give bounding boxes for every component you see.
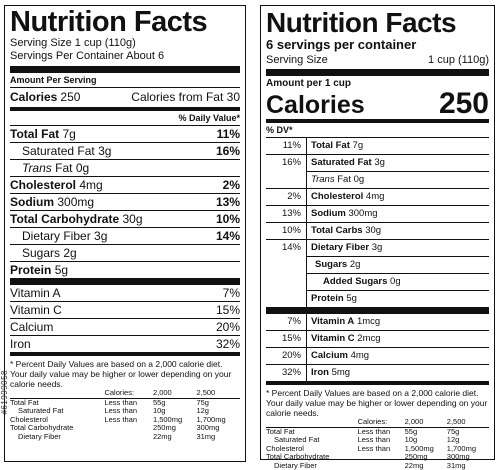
vitamin-row: 32% Iron 5mg xyxy=(266,364,489,381)
nutrient-row: Total Fat 7g 11% xyxy=(10,125,240,141)
servings-per-container: 6 servings per container xyxy=(266,37,417,52)
daily-values-table: Calories: 2,000 2,500 Total Fat Less than 55… xyxy=(10,388,240,441)
servings-per-container: Servings Per Container About 6 xyxy=(10,50,165,62)
nutrient-row: 2% Cholesterol 4mg xyxy=(266,188,489,205)
vitamin-row: Vitamin C 15% xyxy=(10,301,240,317)
nutrition-label-classic: Nutrition Facts Serving Size 1 cup (110g… xyxy=(4,5,246,462)
nutrient-row: Sugars 2g xyxy=(266,256,489,273)
nutrient-row: Protein 5g xyxy=(10,261,240,278)
vitamin-row: 20% Calcium 4mg xyxy=(266,347,489,364)
vitamin-row: Vitamin A 7% xyxy=(10,286,240,300)
daily-value-header: % Daily Value* xyxy=(178,113,240,123)
vitamin-row: 15% Vitamin C 2mcg xyxy=(266,330,489,347)
nutrient-row: Sodium 300mg 13% xyxy=(10,193,240,209)
amount-per-serving: Amount Per Serving xyxy=(10,75,97,85)
calories-value: 250 xyxy=(60,90,81,104)
nutrient-row: Cholesterol 4mg 2% xyxy=(10,176,240,192)
serving-size: Serving Size 1 cup (110g) xyxy=(10,37,136,49)
vitamin-row: Iron 32% xyxy=(10,335,240,351)
calories-row: Calories 250 Calories from Fat 30 xyxy=(10,87,240,107)
stock-id-watermark: #61999058 xyxy=(0,370,9,415)
divider xyxy=(266,381,489,385)
calories-from-fat: Calories from Fat 30 xyxy=(131,90,240,104)
serving-size: Serving Size 1 cup (110g) xyxy=(266,54,489,66)
amount-per: Amount per 1 cup xyxy=(266,78,352,89)
nutrition-label-new: Nutrition Facts 6 servings per container… xyxy=(260,5,495,469)
divider xyxy=(10,107,240,111)
vitamin-row: Calcium 20% xyxy=(10,318,240,334)
nutrient-row: 13% Sodium 300mg xyxy=(266,205,489,222)
divider xyxy=(266,69,489,76)
label-title: Nutrition Facts xyxy=(10,6,208,38)
nutrient-row: Total Carbohydrate 30g 10% xyxy=(10,210,240,226)
calories-label: Calories xyxy=(10,90,58,104)
nutrient-row: Added Sugars 0g xyxy=(266,273,489,290)
nutrient-row: 14% Dietary Fiber 3g xyxy=(266,239,489,256)
divider xyxy=(266,119,489,123)
daily-values-table: Calories: 2,000 2,500 Total Fat Less than 55… xyxy=(266,417,489,470)
calories-row: Calories 250 xyxy=(266,87,489,120)
nutrient-row: 11% Total Fat 7g xyxy=(266,137,489,154)
divider xyxy=(10,278,240,285)
nutrient-row: Trans Fat 0g xyxy=(266,171,489,188)
nutrient-row: 16% Saturated Fat 3g xyxy=(266,154,489,171)
nutrient-row: Trans Fat 0g xyxy=(10,159,240,176)
vitamin-row: 7% Vitamin A 1mcg xyxy=(266,314,489,330)
nutrient-row: Dietary Fiber 3g 14% xyxy=(10,227,240,244)
nutrient-row: 10% Total Carbs 30g xyxy=(266,222,489,239)
dv-header: % DV* xyxy=(266,125,293,135)
footnote: * Percent Daily Values are based on a 2,… xyxy=(266,388,488,418)
footnote: * Percent Daily Values are based on a 2,… xyxy=(10,359,232,389)
divider xyxy=(266,307,489,314)
label-title: Nutrition Facts xyxy=(266,7,457,38)
nutrient-row: Sugars 2g xyxy=(10,244,240,261)
nutrient-row: Protein 5g xyxy=(266,290,489,307)
divider xyxy=(10,66,240,73)
divider xyxy=(10,352,240,356)
nutrient-row: Saturated Fat 3g 16% xyxy=(10,142,240,159)
